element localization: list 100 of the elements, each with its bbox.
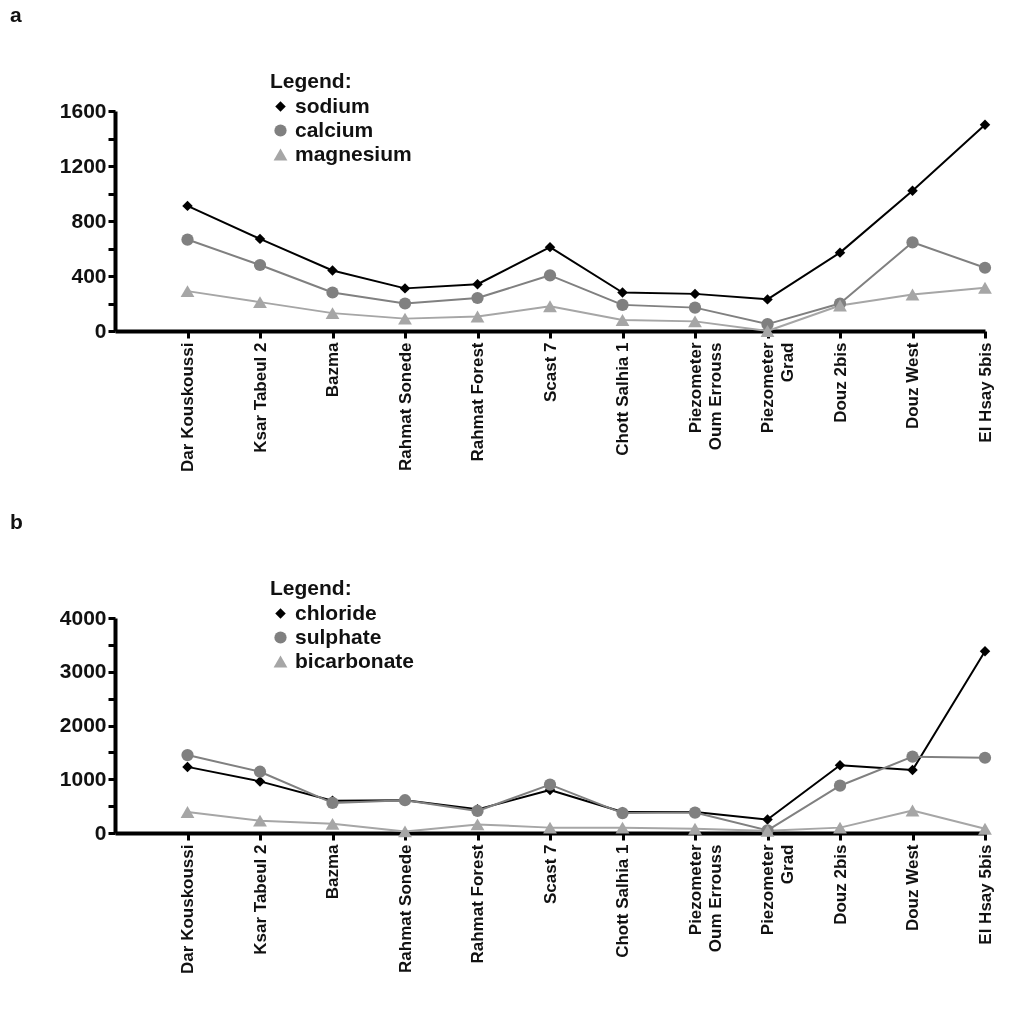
point — [617, 287, 628, 298]
point — [979, 119, 991, 130]
point — [978, 751, 992, 764]
y-tick-label: 1200 — [59, 153, 107, 177]
point — [327, 265, 338, 276]
x-tick-label: El Hsay 5bis — [975, 342, 995, 443]
legend-label: calcium — [295, 117, 374, 141]
legend-label: sulphate — [295, 624, 382, 648]
point — [906, 236, 919, 249]
point — [762, 294, 773, 305]
point — [181, 748, 194, 762]
x-tick-label: Douz 2bis — [830, 844, 850, 925]
point — [616, 298, 629, 311]
point — [325, 817, 340, 830]
point — [326, 796, 339, 810]
point — [470, 818, 485, 831]
y-tick-label: 3000 — [59, 659, 107, 683]
x-tick-label: Douz West — [903, 844, 922, 932]
x-tick-label: Dar Kouskoussi — [178, 342, 197, 472]
point — [472, 279, 483, 290]
point — [907, 764, 918, 776]
x-tick-label: Rahmat Sonede — [395, 844, 415, 973]
point — [906, 750, 919, 763]
point — [978, 281, 992, 294]
x-tick-label: Piezometer Grad — [758, 342, 797, 434]
y-tick-label: 1600 — [59, 98, 107, 122]
point — [398, 297, 412, 310]
point — [253, 814, 267, 827]
x-tick-label: Rahmat Forest — [468, 342, 487, 462]
point — [543, 778, 557, 791]
point — [905, 288, 920, 301]
x-tick-label: Piezometer Oum Errouss — [685, 844, 725, 953]
x-tick-label: El Hsay 5bis — [975, 844, 995, 945]
legend-title: Legend: — [270, 69, 352, 92]
point — [398, 312, 412, 325]
y-tick-label: 4000 — [59, 605, 107, 629]
point — [180, 285, 195, 298]
point — [833, 779, 847, 792]
x-tick-label: Piezometer Oum Errouss — [685, 342, 725, 451]
x-tick-label: Dar Kouskoussi — [178, 844, 197, 974]
y-tick-label: 800 — [71, 208, 107, 232]
x-tick-label: Chott Salhia 1 — [613, 342, 632, 456]
point — [543, 300, 557, 313]
y-tick-label: 0 — [94, 820, 107, 844]
point — [399, 283, 411, 294]
point — [689, 288, 701, 300]
point — [615, 821, 630, 834]
point — [471, 291, 484, 305]
x-tick-label: Rahmat Sonede — [395, 342, 415, 471]
point — [398, 825, 412, 838]
point — [834, 760, 846, 771]
point — [760, 325, 775, 337]
point — [905, 804, 920, 817]
legend-label: chloride — [295, 600, 377, 624]
point — [182, 200, 193, 212]
point — [762, 814, 773, 825]
x-tick-label: Douz 2bis — [830, 342, 850, 423]
point — [543, 269, 557, 282]
y-tick-label: 2000 — [59, 713, 107, 736]
x-tick-label: Piezometer Grad — [758, 844, 797, 936]
point — [543, 821, 557, 834]
y-tick-label: 400 — [71, 263, 107, 287]
point — [470, 310, 485, 323]
legend-label: magnesium — [295, 141, 412, 165]
x-tick-label: Ksar Tabeul 2 — [250, 342, 270, 453]
point — [833, 821, 847, 834]
point — [180, 806, 195, 819]
point — [688, 315, 702, 328]
legend-label: sodium — [295, 93, 370, 117]
chart-title: a — [10, 3, 22, 26]
point — [978, 822, 992, 835]
point — [834, 247, 846, 258]
x-tick-label: Douz West — [903, 342, 922, 430]
chart-title: b — [10, 510, 23, 533]
x-tick-label: Scast 7 — [540, 342, 560, 403]
point — [254, 233, 266, 245]
point — [907, 185, 918, 196]
point — [978, 261, 992, 274]
legend-label: bicarbonate — [295, 648, 415, 672]
point — [325, 307, 340, 320]
point — [253, 765, 267, 778]
y-tick-label: 0 — [94, 318, 107, 342]
point — [688, 822, 702, 835]
x-tick-label: Bazma — [323, 843, 342, 900]
x-tick-label: Rahmat Forest — [468, 844, 487, 964]
point — [615, 314, 630, 326]
point — [544, 241, 556, 253]
x-tick-label: Scast 7 — [540, 844, 560, 905]
legend-title: Legend: — [270, 576, 352, 599]
x-tick-label: Bazma — [323, 341, 342, 398]
point — [326, 286, 339, 299]
x-tick-label: Chott Salhia 1 — [613, 844, 632, 958]
point — [688, 301, 702, 314]
point — [253, 296, 267, 309]
point — [253, 258, 267, 272]
y-tick-label: 1000 — [59, 766, 107, 790]
point — [181, 233, 194, 246]
x-tick-label: Ksar Tabeul 2 — [250, 844, 270, 955]
point — [182, 761, 193, 773]
point — [979, 646, 991, 657]
